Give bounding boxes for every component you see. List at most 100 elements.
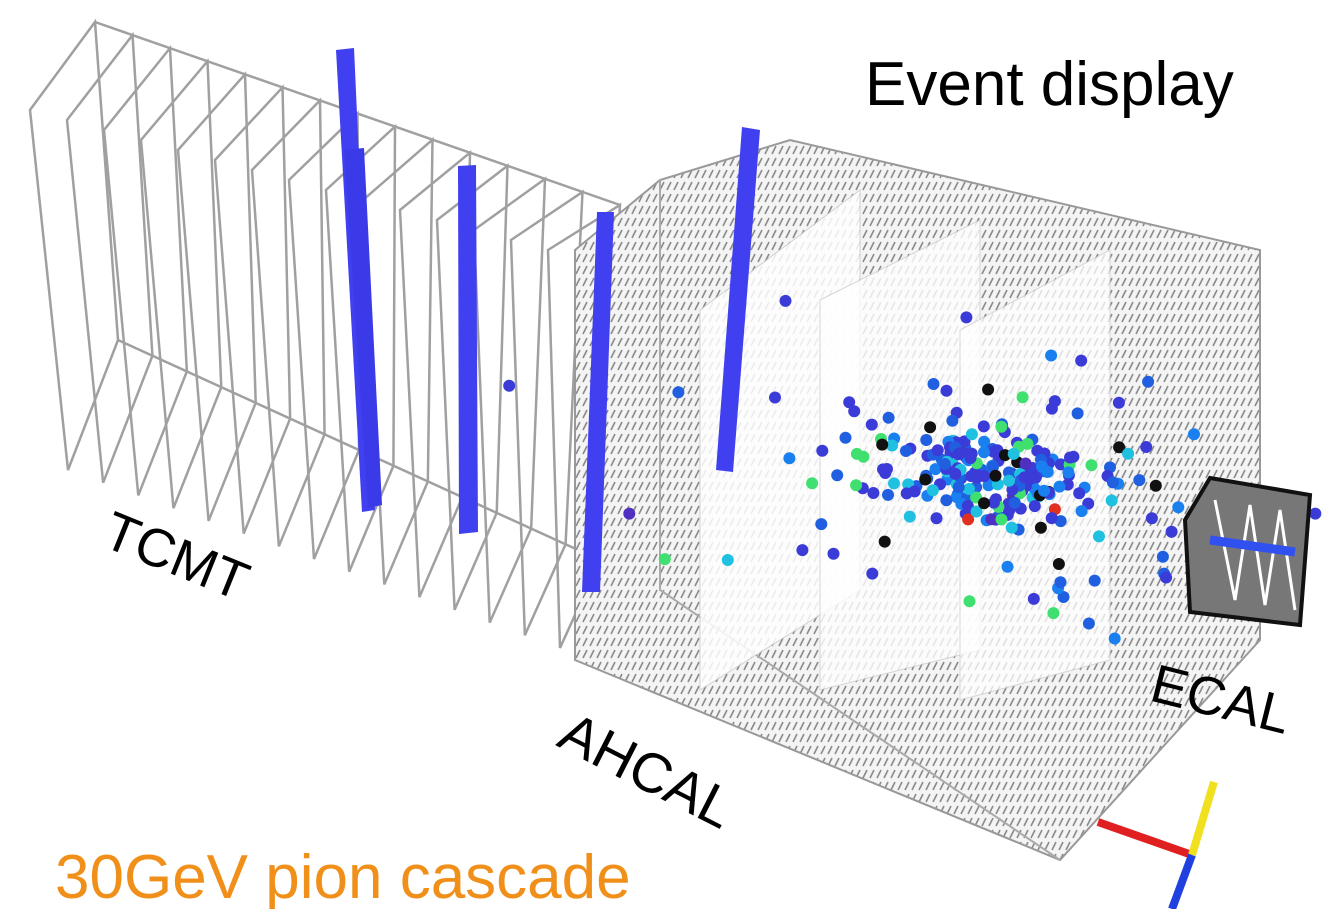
hit bbox=[1107, 476, 1119, 488]
tcmt-label: TCMT bbox=[96, 500, 258, 612]
hit bbox=[1042, 466, 1054, 478]
hit bbox=[1146, 512, 1158, 524]
hit bbox=[1122, 448, 1134, 460]
hit bbox=[1083, 618, 1095, 630]
hit bbox=[919, 474, 931, 486]
hit bbox=[722, 554, 734, 566]
hit bbox=[1055, 576, 1067, 588]
hit bbox=[982, 384, 994, 396]
hit bbox=[1086, 459, 1098, 471]
hit bbox=[881, 463, 893, 475]
caption: 30GeV pion cascade bbox=[55, 843, 631, 909]
hit bbox=[503, 380, 515, 392]
hit bbox=[659, 553, 671, 565]
hit bbox=[1045, 350, 1057, 362]
hit bbox=[928, 378, 940, 390]
hit bbox=[876, 439, 888, 451]
tcmt-layer bbox=[30, 22, 118, 470]
hit bbox=[1093, 530, 1105, 542]
hit bbox=[1003, 475, 1015, 487]
hit bbox=[946, 415, 958, 427]
hit bbox=[966, 428, 978, 440]
hit bbox=[851, 448, 863, 460]
ahcal-label: AHCAL bbox=[550, 700, 745, 841]
tcmt-layer bbox=[104, 48, 187, 495]
hit bbox=[672, 386, 684, 398]
ecal-box bbox=[1185, 478, 1310, 625]
hit bbox=[924, 421, 936, 433]
hit bbox=[1029, 500, 1041, 512]
hit bbox=[623, 508, 635, 520]
tcmt-layer bbox=[511, 192, 583, 635]
hit bbox=[1062, 466, 1074, 478]
hit bbox=[1002, 561, 1014, 573]
hit bbox=[1150, 480, 1162, 492]
hit bbox=[840, 432, 852, 444]
hit-bar bbox=[458, 165, 478, 534]
hit bbox=[866, 419, 878, 431]
hit bbox=[828, 548, 840, 560]
hit bbox=[1188, 428, 1200, 440]
axis-y bbox=[1192, 782, 1214, 855]
page: Event display TCMT AHCAL ECAL 30GeV pion… bbox=[0, 0, 1323, 909]
hit bbox=[1049, 395, 1061, 407]
hit bbox=[806, 477, 818, 489]
hit bbox=[1166, 526, 1178, 538]
hit bbox=[978, 446, 990, 458]
tcmt-layer bbox=[67, 35, 152, 483]
hit bbox=[920, 434, 932, 446]
hit bbox=[816, 445, 828, 457]
hit bbox=[1089, 575, 1101, 587]
hit bbox=[949, 468, 961, 480]
hit bbox=[1309, 508, 1321, 520]
hit bbox=[831, 469, 843, 481]
hit bbox=[1142, 376, 1154, 388]
hit bbox=[965, 452, 977, 464]
hit bbox=[963, 483, 975, 495]
hit bbox=[909, 485, 921, 497]
hit bbox=[882, 489, 894, 501]
hit bbox=[1075, 355, 1087, 367]
hit bbox=[990, 470, 1002, 482]
hit bbox=[1109, 633, 1121, 645]
hit bbox=[978, 497, 990, 509]
hit bbox=[932, 444, 944, 456]
hit bbox=[960, 311, 972, 323]
hit bbox=[1076, 505, 1088, 517]
axis-x bbox=[1098, 822, 1192, 855]
hit bbox=[1038, 485, 1050, 497]
hit bbox=[1009, 497, 1021, 509]
hit bbox=[939, 458, 951, 470]
hit bbox=[850, 479, 862, 491]
hit bbox=[904, 511, 916, 523]
hit bbox=[954, 447, 966, 459]
hit bbox=[927, 484, 939, 496]
hit bbox=[879, 536, 891, 548]
hit bbox=[941, 385, 953, 397]
title: Event display bbox=[865, 50, 1234, 119]
hit bbox=[769, 392, 781, 404]
hit bbox=[780, 295, 792, 307]
event-display: Event display TCMT AHCAL ECAL 30GeV pion… bbox=[0, 0, 1323, 909]
hit bbox=[1053, 558, 1065, 570]
hit bbox=[1140, 441, 1152, 453]
hit bbox=[783, 452, 795, 464]
hit bbox=[1113, 397, 1125, 409]
hit bbox=[1017, 391, 1029, 403]
hit bbox=[1073, 487, 1085, 499]
hit bbox=[1106, 495, 1118, 507]
axes-gizmo bbox=[1098, 782, 1214, 909]
hit bbox=[1067, 451, 1079, 463]
hit bbox=[940, 494, 952, 506]
hit bbox=[815, 518, 827, 530]
hit bbox=[866, 568, 878, 580]
hit bbox=[843, 396, 855, 408]
tcmt-layer bbox=[474, 179, 545, 623]
hit bbox=[1020, 458, 1032, 470]
hit bbox=[1072, 407, 1084, 419]
hit bbox=[964, 595, 976, 607]
axis-z bbox=[1172, 855, 1192, 909]
hit bbox=[931, 512, 943, 524]
hit bbox=[985, 513, 997, 525]
hit bbox=[796, 544, 808, 556]
